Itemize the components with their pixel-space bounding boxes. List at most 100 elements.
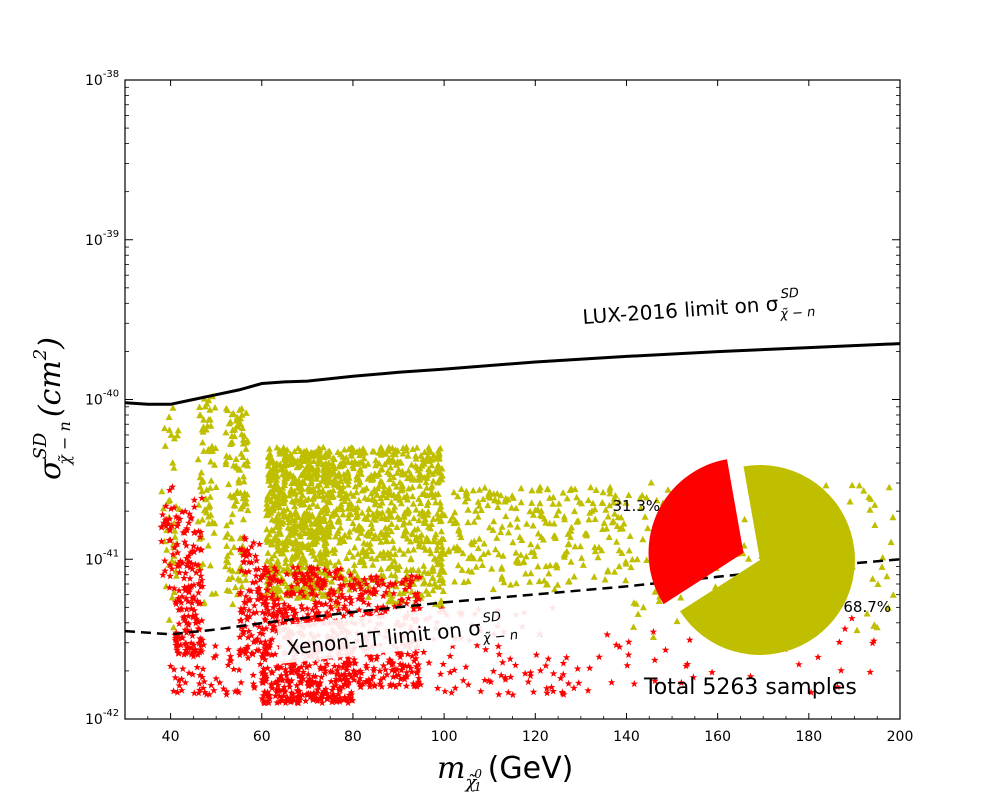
data-point-triangle	[350, 567, 358, 574]
data-point-star	[481, 645, 490, 653]
data-point-triangle	[206, 406, 214, 413]
data-point-triangle	[223, 542, 231, 549]
data-point-star	[451, 684, 460, 692]
data-point-triangle	[393, 564, 401, 571]
data-point-star	[332, 597, 340, 606]
data-point-star	[336, 574, 345, 582]
data-point-star	[288, 618, 297, 626]
data-point-triangle	[508, 504, 516, 511]
data-point-star	[419, 648, 428, 656]
data-point-star	[178, 558, 187, 567]
data-point-triangle	[634, 610, 642, 617]
data-point-triangle	[206, 484, 214, 491]
data-point-triangle	[741, 515, 749, 523]
data-point-star	[166, 572, 174, 580]
data-point-triangle	[394, 513, 402, 520]
data-point-star	[384, 582, 392, 591]
data-point-triangle	[397, 499, 405, 507]
data-point-triangle	[411, 526, 419, 533]
data-point-star	[497, 671, 505, 679]
data-point-triangle	[883, 572, 891, 580]
data-point-star	[211, 642, 220, 650]
data-point-triangle	[390, 491, 398, 498]
data-point-triangle	[403, 447, 411, 454]
data-point-star	[607, 678, 616, 686]
data-point-star	[236, 633, 244, 641]
data-point-star	[337, 584, 345, 593]
data-point-star	[393, 665, 401, 673]
data-point-star	[362, 661, 371, 669]
data-point-star	[408, 652, 416, 660]
data-point-star	[446, 668, 454, 676]
data-point-triangle	[409, 566, 417, 573]
data-point-star	[339, 675, 348, 683]
data-point-star	[196, 671, 204, 679]
data-point-star	[506, 673, 515, 681]
data-point-star	[391, 579, 399, 587]
data-point-star	[320, 580, 329, 588]
data-point-star	[174, 649, 183, 657]
data-point-triangle	[358, 509, 366, 516]
data-point-star	[304, 670, 313, 678]
data-point-triangle	[644, 524, 652, 532]
data-point-star	[402, 682, 411, 690]
data-point-triangle	[429, 563, 437, 571]
data-point-star	[369, 672, 378, 680]
data-point-triangle	[535, 577, 543, 585]
x-axis-title: mχ̃0 1(GeV)	[437, 751, 573, 794]
data-point-star	[345, 593, 354, 601]
data-point-triangle	[570, 573, 578, 580]
data-point-star	[239, 628, 248, 636]
data-point-star	[708, 668, 716, 676]
data-point-triangle	[633, 555, 641, 563]
data-point-triangle	[584, 496, 592, 504]
data-point-star	[194, 588, 203, 596]
data-point-star	[342, 595, 350, 603]
data-point-triangle	[267, 560, 275, 567]
data-point-triangle	[476, 486, 483, 493]
data-point-star	[261, 688, 269, 696]
data-point-triangle	[343, 554, 351, 561]
data-point-star	[313, 685, 322, 694]
data-point-star	[289, 666, 297, 674]
data-point-star	[265, 573, 274, 581]
data-point-star	[178, 507, 186, 516]
data-point-triangle	[315, 444, 323, 452]
data-point-star	[334, 606, 343, 614]
data-point-star	[243, 546, 252, 554]
data-point-triangle	[625, 491, 633, 498]
data-point-star	[359, 679, 367, 687]
data-point-star	[261, 616, 270, 624]
data-point-star	[251, 637, 260, 645]
data-point-star	[292, 609, 300, 617]
data-point-triangle	[745, 555, 753, 562]
data-point-star	[245, 550, 254, 559]
data-point-triangle	[291, 502, 299, 510]
data-point-star	[175, 568, 184, 576]
data-point-star	[409, 604, 418, 612]
data-point-star	[362, 580, 371, 588]
data-point-star	[181, 586, 190, 594]
data-point-triangle	[297, 557, 305, 564]
data-point-star	[185, 669, 193, 677]
data-point-star	[168, 521, 176, 530]
total-samples-caption: Total 5263 samples	[643, 675, 857, 700]
data-point-star	[337, 671, 346, 679]
data-point-star	[253, 635, 262, 643]
data-point-triangle	[344, 470, 352, 477]
data-point-star	[262, 603, 271, 611]
data-point-star	[192, 568, 200, 576]
data-point-star	[252, 556, 261, 564]
data-point-triangle	[889, 513, 897, 521]
data-point-triangle	[889, 591, 897, 598]
data-point-triangle	[307, 525, 315, 533]
data-point-triangle	[323, 509, 331, 517]
data-point-star	[269, 576, 277, 584]
data-point-triangle	[664, 486, 672, 493]
data-point-star	[332, 670, 341, 678]
data-point-star	[280, 600, 289, 608]
data-point-star	[161, 566, 169, 575]
data-point-triangle	[226, 418, 234, 425]
data-point-star	[277, 577, 286, 585]
data-point-star	[265, 699, 273, 707]
